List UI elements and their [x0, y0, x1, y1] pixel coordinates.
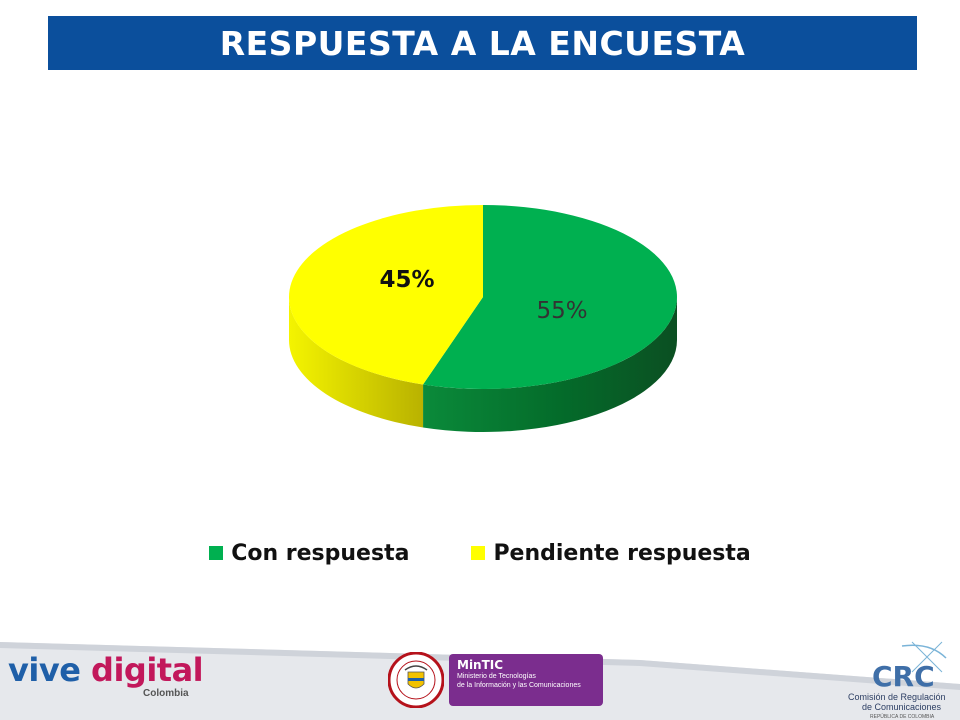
pie-slice-1	[289, 205, 483, 385]
vive-logo-text: vive	[8, 651, 81, 689]
crc-logo: CRC Comisión de Regulación de Comunicaci…	[848, 641, 947, 720]
data-label-pendiente-respuesta: 45%	[379, 267, 434, 293]
pie-side-0	[423, 297, 677, 432]
legend-item-pendiente-respuesta: Pendiente respuesta	[471, 540, 751, 566]
crc-line-2: de Comunicaciones	[862, 702, 942, 712]
legend-label-pendiente-respuesta: Pendiente respuesta	[493, 540, 751, 566]
crc-line-3: REPÚBLICA DE COLOMBIA	[870, 713, 935, 720]
crc-acronym: CRC	[872, 660, 935, 693]
pie-chart: 55% 45%	[289, 205, 678, 432]
colombia-seal-icon	[388, 652, 444, 708]
pie-side-1	[289, 297, 424, 428]
legend-swatch-con-respuesta	[209, 546, 224, 560]
crc-line-1: Comisión de Regulación	[848, 692, 946, 702]
mintic-line-2: de la Información y las Comunicaciones	[457, 682, 581, 689]
mintic-name: MinTIC	[457, 658, 504, 672]
digital-logo-text: digital	[91, 651, 204, 689]
data-label-con-respuesta: 55%	[536, 298, 587, 324]
chart-legend: Con respuesta Pendiente respuesta	[0, 536, 960, 570]
page-title: RESPUESTA A LA ENCUESTA	[219, 23, 746, 63]
legend-item-con-respuesta: Con respuesta	[209, 541, 409, 566]
footer: vive digital Colombia MinTIC Ministerio …	[0, 620, 960, 720]
pie-slice-0	[423, 205, 678, 389]
mintic-line-1: Ministerio de Tecnologías	[457, 673, 536, 680]
legend-label-con-respuesta: Con respuesta	[231, 540, 410, 566]
title-bar: RESPUESTA A LA ENCUESTA	[48, 16, 917, 70]
mintic-logo: MinTIC Ministerio de Tecnologías de la I…	[449, 654, 603, 706]
vive-digital-logo: vive digital	[8, 651, 204, 689]
legend-swatch-pendiente-respuesta	[471, 546, 486, 560]
vive-digital-country: Colombia	[143, 688, 189, 699]
